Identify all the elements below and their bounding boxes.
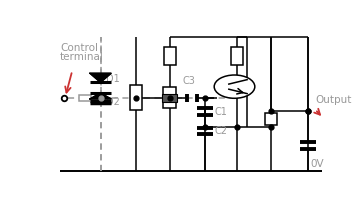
Bar	[79, 95, 91, 101]
Bar	[162, 94, 177, 102]
Bar	[163, 87, 177, 109]
Bar	[265, 113, 277, 125]
Bar	[164, 47, 175, 65]
Circle shape	[214, 75, 255, 98]
Polygon shape	[90, 93, 111, 99]
Text: D2: D2	[106, 97, 119, 107]
Text: Control: Control	[60, 43, 98, 53]
Text: C1: C1	[214, 107, 227, 117]
Text: 0V: 0V	[311, 159, 324, 169]
Polygon shape	[90, 73, 111, 83]
Bar	[130, 85, 142, 110]
Text: terminal: terminal	[60, 52, 104, 62]
Text: Output: Output	[316, 95, 352, 105]
Text: D1: D1	[106, 74, 119, 84]
Bar	[232, 47, 243, 65]
Text: C3: C3	[183, 76, 196, 86]
Text: C2: C2	[214, 126, 227, 136]
